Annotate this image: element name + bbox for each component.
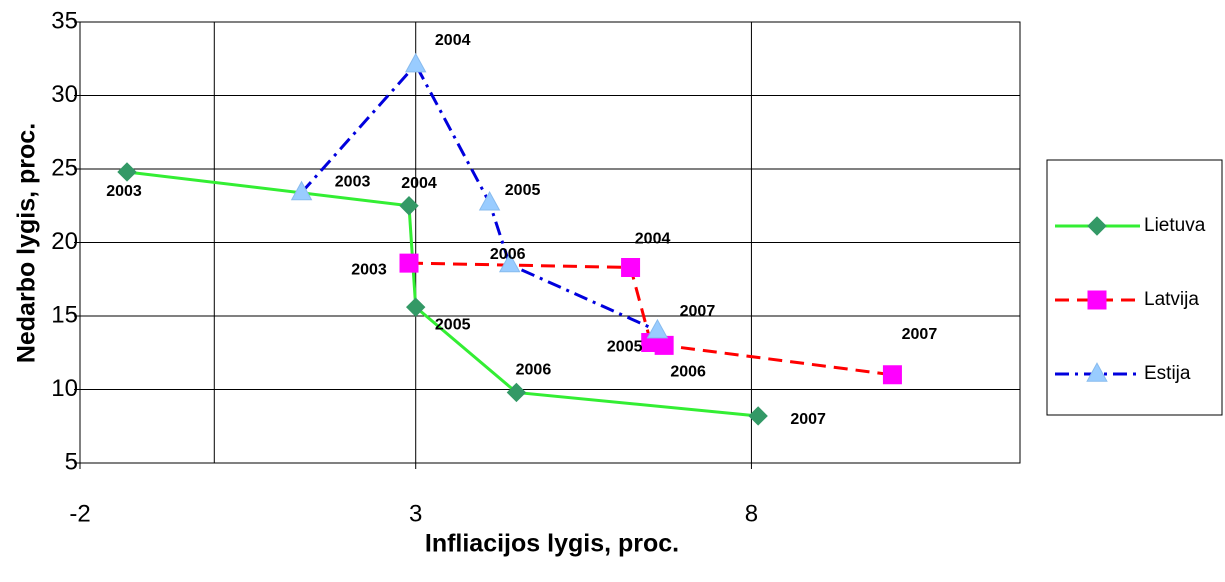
point-label: 2006 xyxy=(670,364,706,381)
point-label: 2004 xyxy=(401,175,437,192)
point-label: 2004 xyxy=(435,32,471,49)
data-point xyxy=(399,196,419,216)
series-line xyxy=(126,170,759,418)
y-axis-title: Nedarbo lygis, proc. xyxy=(13,123,41,363)
point-label: 2004 xyxy=(635,231,671,248)
x-tick-label: -2 xyxy=(69,500,90,527)
x-axis-title: Infliacijos lygis, proc. xyxy=(425,530,679,558)
data-point xyxy=(621,257,641,277)
series-line xyxy=(300,62,659,333)
data-point xyxy=(506,382,527,403)
data-point xyxy=(404,52,427,73)
data-point xyxy=(290,180,313,201)
point-label: 2005 xyxy=(435,316,471,333)
legend-marker xyxy=(1086,362,1108,382)
data-point xyxy=(882,365,902,385)
point-label: 2003 xyxy=(335,174,371,191)
point-label: 2007 xyxy=(902,326,938,343)
point-label: 2003 xyxy=(351,261,387,278)
point-label: 2006 xyxy=(516,362,552,379)
legend-label: Estija xyxy=(1144,363,1191,384)
data-point xyxy=(478,190,501,211)
data-point xyxy=(406,297,426,317)
x-tick-label: 8 xyxy=(745,500,758,527)
y-tick-label: 30 xyxy=(51,81,78,108)
y-tick-label: 15 xyxy=(51,301,78,328)
legend-label: Latvija xyxy=(1144,289,1199,310)
y-tick-label: 35 xyxy=(51,7,78,34)
data-point xyxy=(748,406,768,426)
legend-marker xyxy=(1087,216,1107,236)
point-label: 2006 xyxy=(490,246,526,263)
point-label: 2007 xyxy=(680,303,716,320)
legend-box xyxy=(1046,159,1223,416)
point-label: 2005 xyxy=(607,339,643,356)
legend-label: Lietuva xyxy=(1144,215,1206,236)
y-tick-label: 5 xyxy=(65,448,78,475)
y-tick-label: 25 xyxy=(51,154,78,181)
data-point xyxy=(117,162,137,182)
series-line xyxy=(408,261,893,377)
point-label: 2003 xyxy=(106,183,142,200)
x-tick-label: 3 xyxy=(409,500,422,527)
point-label: 2007 xyxy=(790,411,826,428)
data-point xyxy=(399,253,419,273)
y-tick-label: 10 xyxy=(51,375,78,402)
data-point xyxy=(654,335,674,355)
data-point xyxy=(646,318,669,339)
point-label: 2005 xyxy=(505,182,541,199)
y-tick-label: 20 xyxy=(51,228,78,255)
data-point xyxy=(498,252,521,273)
legend-marker xyxy=(1087,290,1107,310)
